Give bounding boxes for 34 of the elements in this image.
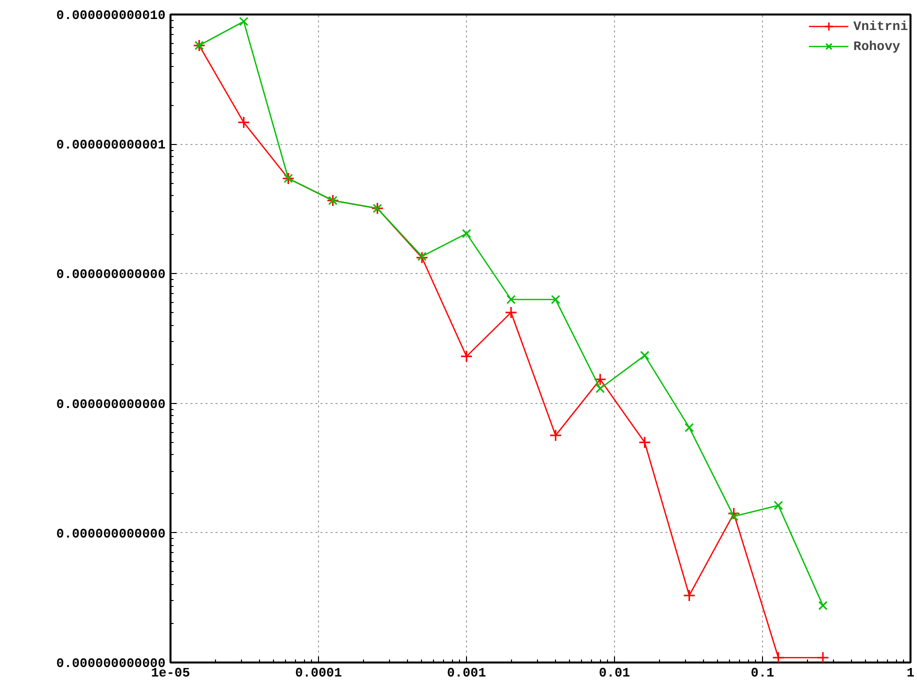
point (506, 294, 516, 304)
point (460, 350, 473, 363)
point (640, 350, 650, 360)
y-tick-label: 0.000000000000 (56, 526, 166, 542)
x-tick-label: 0.001 (446, 666, 486, 680)
point (549, 429, 562, 442)
point (774, 500, 784, 510)
point (684, 422, 694, 432)
point (239, 16, 248, 26)
y-tick-label: 0.000000000000 (56, 267, 166, 282)
x-tick-label: 0.01 (598, 666, 630, 680)
legend-label: Vnitrni (853, 18, 908, 34)
point (728, 507, 740, 520)
point (594, 373, 606, 386)
y-tick-label: 0.000000000010 (56, 8, 166, 23)
y-tick-label: 0.000000000001 (56, 138, 166, 153)
x-tick-label: 1 (906, 666, 915, 680)
point (416, 251, 428, 264)
point (638, 436, 651, 449)
x-tick-label: 0.1 (750, 666, 774, 680)
legend-label: Rohovy (853, 38, 900, 54)
point (504, 306, 518, 319)
point (683, 589, 696, 602)
y-tick-label: 0.000000000000 (56, 396, 166, 412)
point (729, 512, 738, 522)
point (462, 228, 472, 238)
point (550, 294, 560, 304)
point (818, 600, 828, 610)
point (816, 651, 830, 662)
point (417, 252, 427, 262)
point (237, 116, 250, 129)
point (772, 651, 785, 662)
x-tick-label: 0.0001 (295, 666, 342, 680)
point (596, 384, 605, 394)
